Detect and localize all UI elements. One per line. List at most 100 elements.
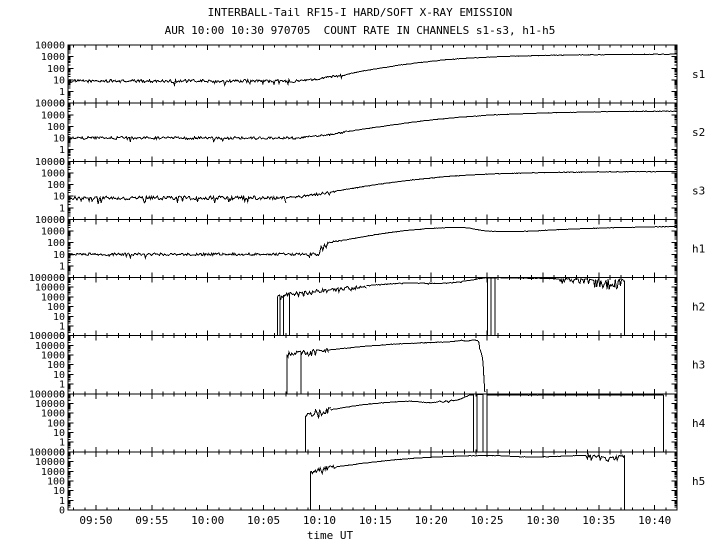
y-tick-label: 10000 [35, 99, 65, 110]
x-tick-label: 09:55 [135, 514, 168, 527]
y-tick-label: 0 [59, 506, 65, 517]
x-tick-label: 10:35 [582, 514, 615, 527]
series-h2 [587, 277, 625, 290]
y-tick-label: 10 [53, 192, 65, 203]
y-tick-label: 100 [47, 64, 65, 75]
series-h4 [305, 406, 331, 419]
panel-label-s2: s2 [692, 126, 705, 139]
y-tick-label: 1000 [41, 168, 65, 179]
series-h3 [328, 339, 479, 351]
y-tick-label: 1 [59, 321, 65, 332]
panel-frame [67, 335, 678, 395]
y-tick-label: 1 [59, 145, 65, 156]
panel-label-h3: h3 [692, 359, 705, 372]
y-tick-label: 10000 [35, 341, 65, 352]
series-h3 [477, 340, 486, 393]
x-tick-label: 10:05 [247, 514, 280, 527]
panel-label-h1: h1 [692, 242, 705, 255]
y-tick-label: 1000 [41, 110, 65, 121]
y-tick-label: 10000 [35, 215, 65, 226]
y-tick-label: 10 [53, 486, 65, 497]
series-h5 [336, 454, 586, 468]
series-h4 [68, 416, 306, 453]
y-tick-label: 1000 [41, 227, 65, 238]
panel-label-s1: s1 [692, 68, 705, 81]
y-tick-label: 1000 [41, 52, 65, 63]
series-h1 [67, 251, 320, 260]
panel-frame [67, 44, 678, 104]
y-tick-label: 0 [59, 331, 65, 342]
y-tick-label: 10000 [35, 399, 65, 410]
y-tick-label: 100 [47, 180, 65, 191]
series-h5 [310, 464, 337, 475]
series-h2 [624, 280, 677, 337]
y-tick-label: 100000 [29, 331, 65, 342]
panel-label-h4: h4 [692, 417, 706, 430]
x-axis-label: time UT [306, 529, 354, 542]
series-h1 [318, 239, 342, 254]
x-tick-label: 10:25 [470, 514, 503, 527]
series-h2 [485, 277, 552, 280]
panel-label-s3: s3 [692, 184, 705, 197]
series-h5 [68, 471, 311, 511]
x-tick-label: 10:30 [526, 514, 559, 527]
x-tick-label: 10:00 [191, 514, 224, 527]
x-tick-label: 09:50 [79, 514, 112, 527]
series-s3 [285, 190, 337, 199]
y-tick-label: 0 [59, 273, 65, 284]
y-tick-label: 100 [47, 122, 65, 133]
x-tick-label: 10:20 [415, 514, 448, 527]
series-h3 [68, 354, 288, 395]
chart-subtitle: AUR 10:00 10:30 970705 COUNT RATE IN CHA… [164, 24, 556, 37]
y-tick-label: 1000 [41, 351, 65, 362]
series-h2 [551, 276, 588, 285]
y-tick-label: 1 [59, 496, 65, 507]
series-s1 [67, 77, 298, 87]
panel-frame [67, 393, 678, 453]
panel-label-h5: h5 [692, 475, 705, 488]
series-s2 [67, 135, 298, 144]
panel-frame [67, 451, 678, 511]
y-tick-label: 10 [53, 134, 65, 145]
y-tick-label: 1 [59, 87, 65, 98]
series-h1 [341, 225, 677, 241]
series-h5 [624, 456, 677, 511]
y-tick-label: 10000 [35, 157, 65, 168]
y-tick-label: 0 [59, 215, 65, 226]
chart-title: INTERBALL-Tail RF15-I HARD/SOFT X-RAY EM… [207, 6, 513, 19]
y-tick-label: 10 [53, 428, 65, 439]
series-h2 [277, 284, 367, 301]
y-tick-label: 1 [59, 261, 65, 272]
y-tick-label: 100 [47, 476, 65, 487]
series-h2 [366, 277, 486, 287]
y-tick-label: 100000 [29, 389, 65, 400]
panel-frame [67, 160, 678, 220]
y-tick-label: 100000 [29, 447, 65, 458]
y-tick-label: 0 [59, 157, 65, 168]
x-tick-label: 10:40 [638, 514, 671, 527]
y-tick-label: 0 [59, 99, 65, 110]
y-tick-label: 10 [53, 250, 65, 261]
y-tick-label: 100000 [29, 273, 65, 284]
y-tick-label: 10000 [35, 283, 65, 294]
y-tick-label: 0 [59, 447, 65, 458]
series-s3 [336, 170, 678, 192]
x-tick-label: 10:15 [359, 514, 392, 527]
series-h5 [585, 453, 625, 463]
series-h3 [286, 348, 329, 359]
y-tick-label: 1000 [41, 467, 65, 478]
series-h4 [486, 394, 664, 452]
y-tick-label: 100 [47, 360, 65, 371]
y-tick-label: 1000 [41, 292, 65, 303]
y-tick-label: 10000 [35, 41, 65, 52]
series-s2 [296, 130, 348, 140]
series-s2 [347, 110, 678, 133]
series-s1 [296, 73, 348, 83]
